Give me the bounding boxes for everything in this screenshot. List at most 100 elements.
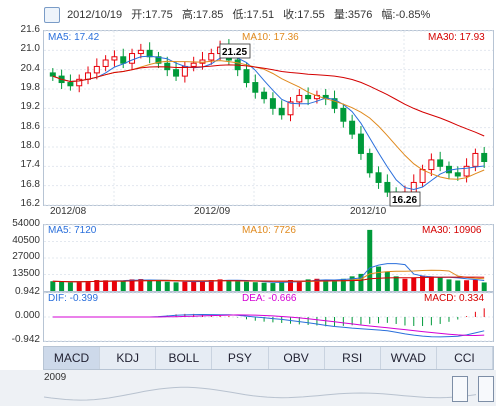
- calendar-icon[interactable]: [44, 7, 60, 24]
- vol-ma10-line: [52, 269, 485, 283]
- candle-body: [331, 98, 338, 109]
- timeline-left-handle[interactable]: [452, 376, 468, 402]
- vol-ma10-label: MA10: 7726: [242, 225, 296, 236]
- volume-bar: [76, 281, 82, 291]
- volume-bar: [235, 281, 241, 291]
- y-tick-label: 0.942: [14, 286, 40, 297]
- candle-body: [296, 94, 303, 103]
- volume-bar: [279, 282, 285, 291]
- volume-bar: [208, 280, 214, 291]
- low-callout: 16.26: [389, 191, 421, 207]
- candle-body: [120, 56, 127, 64]
- candle-body: [129, 53, 136, 64]
- quote-open: 开:17.75: [131, 9, 173, 21]
- ma5-line: [52, 55, 485, 191]
- candle-body: [278, 107, 285, 116]
- candle-body: [428, 159, 435, 171]
- tab-kdj[interactable]: KDJ: [100, 347, 157, 369]
- y-tick-label: 21.0: [20, 43, 40, 55]
- ma5-label: MA5: 17.42: [48, 32, 100, 43]
- quote-summary: 2012/10/19 开:17.75 高:17.85 低:17.51 收:17.…: [44, 4, 436, 26]
- y-tick-label: 27000: [12, 251, 40, 262]
- y-tick-label: 18.0: [20, 140, 40, 151]
- timeline-navigator[interactable]: 2009: [0, 370, 496, 406]
- candle-body: [111, 56, 118, 61]
- vol-ma30-label: MA30: 10906: [422, 225, 482, 236]
- date-tick-label: 2012/08: [50, 206, 87, 217]
- callout-text: 21.25: [222, 47, 247, 58]
- y-tick-label: 21.6: [20, 24, 40, 35]
- candle-body: [261, 91, 268, 100]
- y-tick-label: 40500: [12, 234, 40, 246]
- volume-bar: [323, 280, 329, 291]
- candle-body: [76, 78, 83, 87]
- tab-obv[interactable]: OBV: [269, 347, 325, 369]
- candle-body: [463, 165, 470, 177]
- tab-macd[interactable]: MACD: [44, 347, 101, 369]
- volume-bar: [67, 282, 73, 291]
- volume-bar: [270, 283, 276, 291]
- y-tick-label: 0.000: [14, 310, 40, 321]
- candle-body: [137, 49, 144, 55]
- candle-body: [252, 82, 259, 93]
- tab-cci[interactable]: CCI: [437, 347, 493, 369]
- timeline-year: 2009: [44, 372, 67, 383]
- volume-bar: [94, 280, 100, 291]
- candle-body: [375, 172, 382, 183]
- y-tick-label: 18.6: [20, 120, 40, 132]
- volume-bar: [305, 279, 311, 291]
- ma10-label: MA10: 17.36: [242, 32, 299, 43]
- ma30-line: [52, 64, 485, 137]
- macd-svg: [44, 292, 493, 342]
- candle-body: [419, 169, 426, 183]
- y-tick-label: 17.4: [20, 159, 40, 171]
- volume-bar: [243, 281, 249, 291]
- y-tick-label: 54000: [12, 218, 40, 229]
- volume-chart[interactable]: MA5: 7120 MA10: 7726 MA30: 10906: [43, 224, 494, 292]
- y-tick-label: 16.8: [20, 178, 40, 190]
- volume-bar: [349, 276, 355, 291]
- callout-box: [219, 43, 251, 59]
- tab-boll[interactable]: BOLL: [156, 347, 213, 369]
- volume-bar: [59, 281, 65, 291]
- volume-bar: [340, 278, 346, 291]
- macd-chart[interactable]: DIF: -0.399 DEA: -0.666 MACD: 0.334: [43, 292, 494, 342]
- tab-rsi[interactable]: RSI: [325, 347, 381, 369]
- high-callout: 21.25: [219, 43, 251, 59]
- candle-body: [269, 98, 276, 109]
- tab-psy[interactable]: PSY: [212, 347, 269, 369]
- volume-bar: [164, 281, 170, 291]
- price-chart[interactable]: 21.25 16.26 MA5: 17.42 MA10: 17.36 MA30: …: [43, 30, 494, 207]
- volume-bar: [261, 282, 267, 291]
- volume-bar: [437, 277, 443, 291]
- volume-bar: [332, 280, 338, 291]
- volume-bar: [288, 280, 294, 291]
- candle-body: [437, 159, 444, 167]
- volume-bar: [464, 280, 470, 291]
- volume-bar: [173, 282, 179, 291]
- candle-body: [472, 152, 479, 167]
- candle-body: [454, 172, 461, 177]
- callout-text: 16.26: [392, 195, 417, 206]
- volume-bar: [402, 278, 408, 291]
- candle-body: [208, 53, 215, 61]
- volume-bar: [120, 281, 126, 291]
- candle-body: [102, 59, 109, 67]
- tab-wvad[interactable]: WVAD: [381, 347, 437, 369]
- candle-body: [190, 62, 197, 67]
- volume-bar: [85, 280, 91, 291]
- volume-bar: [252, 282, 258, 291]
- ma10-line: [52, 60, 485, 180]
- candle-body: [366, 152, 373, 174]
- volume-bar: [103, 280, 109, 291]
- quote-close: 收:17.55: [283, 9, 325, 21]
- volume-bar: [50, 281, 56, 291]
- candle-body: [349, 120, 356, 135]
- timeline-right-handle[interactable]: [478, 376, 494, 402]
- dea-label: DEA: -0.666: [242, 293, 297, 304]
- volume-bar: [455, 280, 461, 291]
- quote-volume: 量:3576: [333, 9, 373, 21]
- candle-body: [305, 94, 312, 100]
- candle-body: [340, 107, 347, 122]
- date-tick-label: 2012/09: [194, 206, 231, 217]
